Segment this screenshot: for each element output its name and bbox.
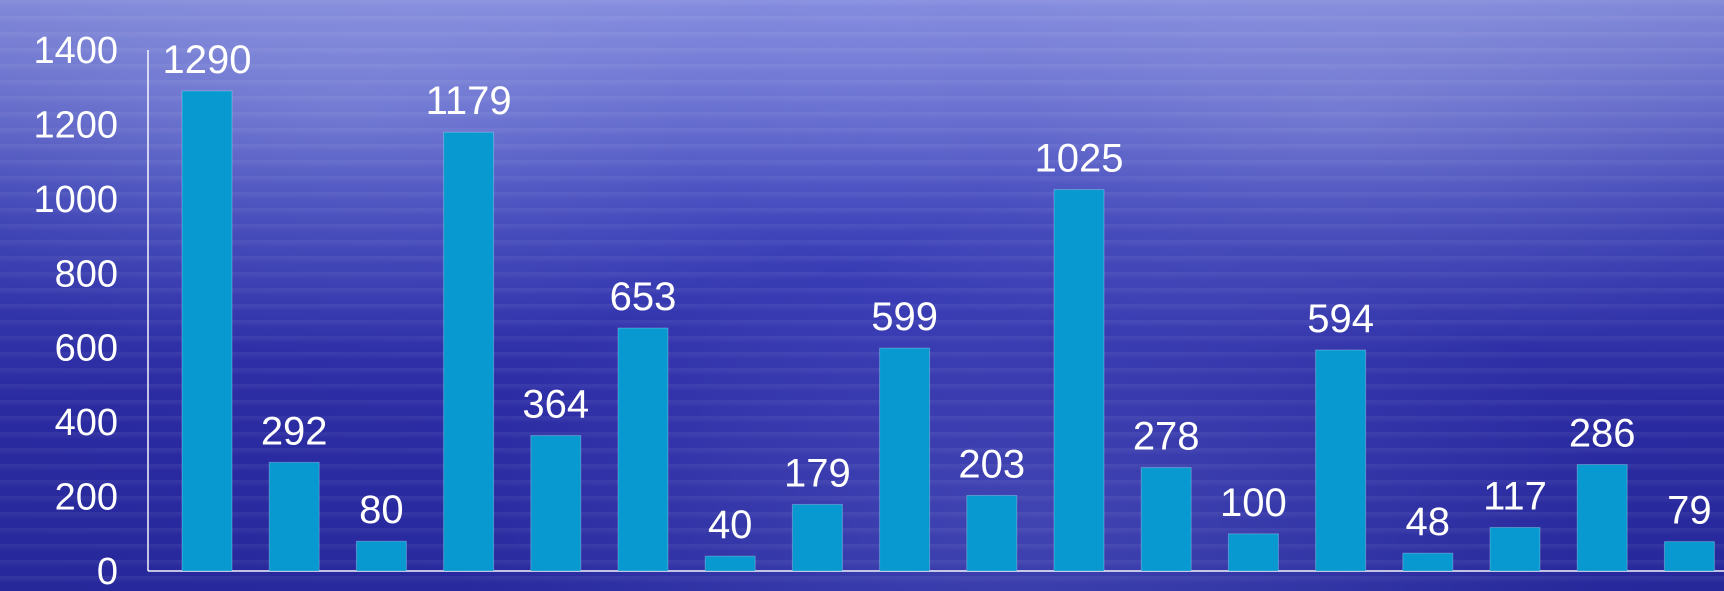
bar: [1053, 189, 1105, 572]
bar: [1227, 533, 1279, 572]
bars: [181, 90, 1715, 572]
bar: [181, 90, 233, 572]
y-tick-label: 1200: [33, 104, 118, 146]
y-tick-label: 0: [97, 551, 118, 591]
bar-value-label: 79: [1667, 489, 1712, 533]
bar-value-label: 278: [1133, 415, 1200, 459]
bar-value-label: 286: [1569, 412, 1636, 456]
bar-value-label: 599: [871, 295, 938, 339]
bar-value-label: 594: [1307, 297, 1374, 341]
bar: [791, 503, 843, 572]
bar-value-label: 80: [359, 488, 404, 532]
bar-value-label: 364: [522, 383, 589, 427]
bar: [355, 540, 407, 572]
bar-value-label: 203: [958, 442, 1025, 486]
bar: [617, 327, 669, 572]
bar: [704, 555, 756, 572]
bar-value-label: 100: [1220, 481, 1287, 525]
bar-value-label: 40: [708, 503, 753, 547]
bar: [1576, 464, 1628, 572]
bar-value-label: 48: [1406, 500, 1451, 544]
bar: [1489, 526, 1541, 572]
bar-value-label: 1179: [426, 79, 512, 123]
y-tick-label: 600: [55, 328, 118, 370]
bar: [268, 461, 320, 572]
bar: [966, 494, 1018, 572]
bar-value-label: 653: [610, 275, 677, 319]
bar: [1315, 349, 1367, 572]
bar: [879, 347, 931, 572]
bar: [530, 435, 582, 572]
bar-value-label: 1290: [163, 38, 252, 82]
bar-value-label: 292: [261, 409, 328, 453]
bar: [1402, 552, 1454, 572]
y-axis-labels: 0 200 400 600 800 1000 1200 1400: [33, 30, 118, 591]
y-tick-label: 1400: [33, 30, 118, 72]
bar: [1663, 541, 1715, 572]
y-tick-label: 200: [55, 477, 118, 519]
bar: [443, 131, 495, 572]
bar: [1140, 467, 1192, 572]
y-tick-label: 1000: [33, 179, 118, 221]
bar-value-labels: 1290 292 80 1179 364 653 40 179 599 203 1025 278 100…: [163, 38, 1712, 547]
y-tick-label: 400: [55, 402, 118, 444]
bar-value-label: 179: [784, 451, 851, 495]
bar-value-label: 1025: [1035, 137, 1124, 181]
y-tick-label: 800: [55, 253, 118, 295]
bar-value-label: 117: [1483, 474, 1547, 518]
